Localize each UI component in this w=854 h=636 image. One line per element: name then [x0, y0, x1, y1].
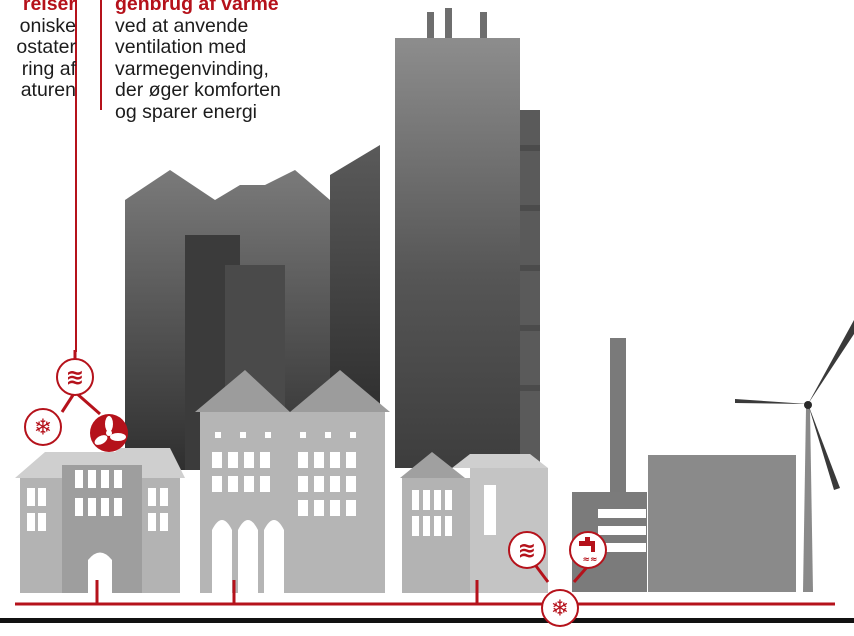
heat-waves-icon: ≋	[508, 531, 546, 569]
svg-text:≋: ≋	[66, 366, 84, 391]
tall-tower	[395, 8, 540, 470]
caption-left-line: aturen	[20, 79, 76, 101]
faucet-icon: ≈≈	[569, 531, 607, 569]
caption-left: reiser oniske ostater ring af aturen	[16, 0, 76, 102]
caption-left-line: ostater	[16, 36, 76, 58]
caption-divider-right	[100, 0, 102, 110]
ground-line	[0, 618, 854, 623]
heat-waves-icon: ≋	[56, 358, 94, 396]
caption-right-heading: genbrug af varme	[115, 0, 279, 15]
caption-right-line: varmegenvinding,	[115, 57, 269, 80]
svg-text:≋: ≋	[518, 539, 536, 564]
caption-right-line: og sparer energi	[115, 100, 258, 123]
caption-left-line: ring af	[21, 57, 76, 80]
wind-turbine	[735, 320, 854, 592]
caption-right-line: der øger komforten	[115, 79, 281, 101]
svg-text:❄: ❄	[551, 597, 569, 622]
caption-right-line: ventilation med	[115, 36, 247, 58]
svg-text:≈≈: ≈≈	[582, 555, 597, 565]
right-building	[400, 452, 548, 593]
caption-divider-left	[75, 0, 77, 352]
caption-left-heading: reiser	[22, 0, 76, 15]
fan-icon	[90, 414, 128, 452]
snowflake-icon: ❄	[24, 408, 62, 446]
snowflake-icon: ❄	[541, 589, 579, 627]
caption-right: genbrug af varme ved at anvende ventilat…	[115, 0, 281, 123]
caption-right-line: ved at anvende	[115, 14, 249, 37]
left-building	[15, 448, 185, 593]
caption-left-line: oniske	[19, 14, 76, 37]
middle-building	[195, 370, 390, 593]
svg-text:❄: ❄	[34, 416, 52, 441]
